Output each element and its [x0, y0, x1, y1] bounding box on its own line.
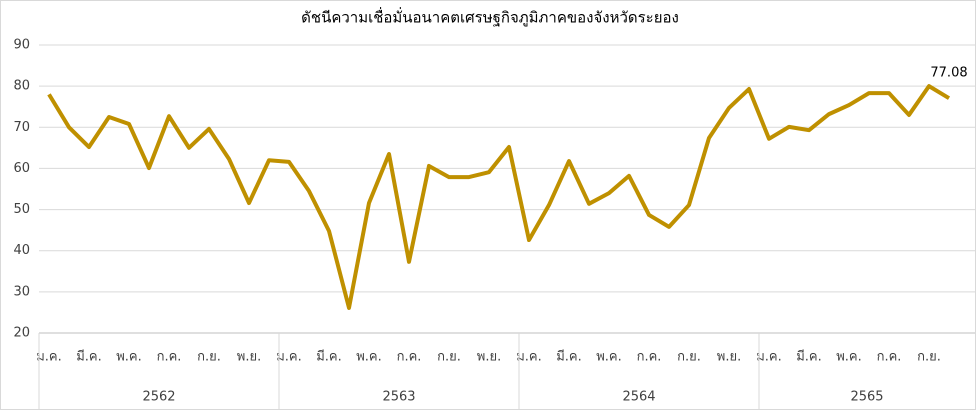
x-tick-label: มี.ค. [556, 349, 582, 365]
x-tick-label: มี.ค. [316, 349, 342, 365]
x-tick-label: พ.ค. [116, 350, 142, 365]
y-tick-label: 60 [13, 161, 30, 176]
x-tick-label: ก.ค. [877, 350, 902, 365]
y-tick-label: 50 [13, 202, 30, 217]
x-tick-label: พ.ย. [477, 350, 501, 365]
y-tick-label: 30 [13, 284, 30, 299]
x-tick-label: ม.ค. [276, 350, 302, 365]
y-tick-label: 80 [13, 79, 30, 94]
group-label: 2565 [850, 390, 883, 405]
x-tick-label: พ.ค. [836, 350, 862, 365]
x-tick-label: ก.ย. [917, 350, 941, 365]
data-label: 77.08 [930, 66, 967, 81]
x-tick-label: ก.ย. [197, 350, 221, 365]
group-label: 2563 [382, 390, 415, 405]
x-tick-label: ก.ย. [677, 350, 701, 365]
y-tick-label: 90 [13, 38, 30, 53]
group-label: 2562 [142, 390, 175, 405]
x-tick-label: พ.ค. [356, 350, 382, 365]
x-tick-label: มี.ค. [796, 349, 822, 365]
x-tick-label: ม.ค. [516, 350, 542, 365]
x-tick-label: ก.ค. [157, 350, 182, 365]
x-tick-label: ม.ค. [756, 350, 782, 365]
x-tick-label: ก.ค. [637, 350, 662, 365]
x-tick-label: พ.ย. [717, 350, 741, 365]
x-tick-label: พ.ย. [237, 350, 261, 365]
group-label: 2564 [622, 390, 655, 405]
x-tick-label: ก.ย. [437, 350, 461, 365]
x-tick-label: มี.ค. [76, 349, 102, 365]
y-tick-label: 40 [13, 243, 30, 258]
series-line [47, 84, 951, 310]
y-tick-label: 70 [13, 120, 30, 135]
x-tick-label: ก.ค. [397, 350, 422, 365]
x-tick-label: พ.ค. [596, 350, 622, 365]
x-tick-label: ม.ค. [36, 350, 62, 365]
y-tick-label: 20 [13, 326, 30, 341]
chart-title: ดัชนีความเชื่อมั่นอนาคตเศรษฐกิจภูมิภาคขอ… [301, 7, 679, 27]
